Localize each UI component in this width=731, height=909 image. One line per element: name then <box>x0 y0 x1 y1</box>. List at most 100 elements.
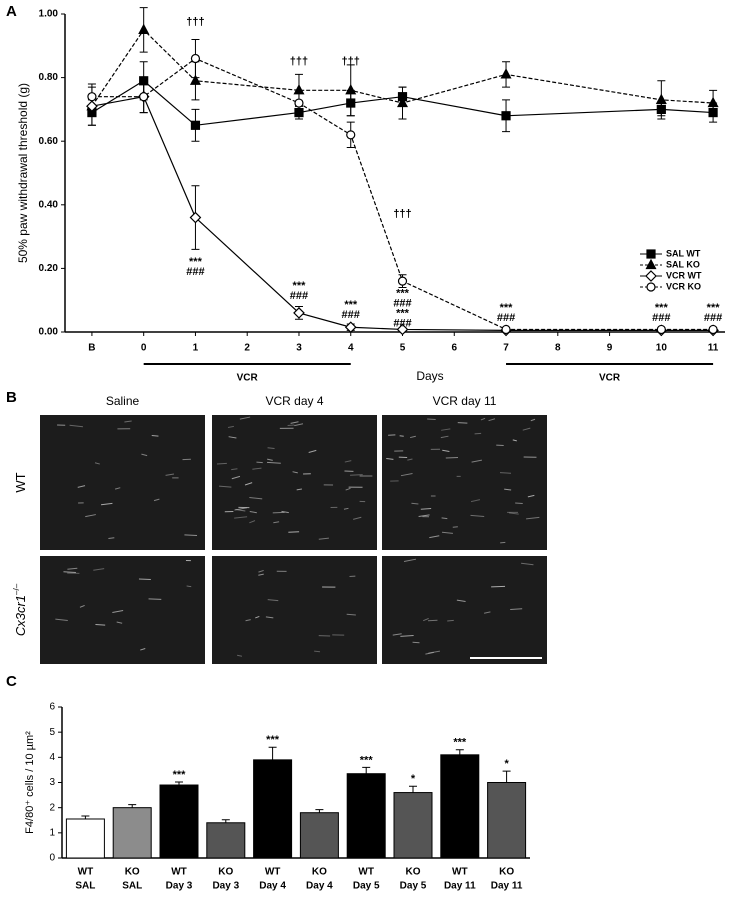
y-tick-label: 0.40 <box>39 199 59 210</box>
marker <box>502 69 511 78</box>
annotation: ### <box>186 266 204 278</box>
x-tick-label: 3 <box>296 343 302 354</box>
panel-letter: C <box>6 673 17 690</box>
legend-label: SAL KO <box>666 259 700 269</box>
cell-streak <box>314 651 320 652</box>
x-tick-label: 5 <box>400 343 406 354</box>
marker <box>657 325 665 333</box>
row-label-text: Cx3cr1 <box>13 595 28 636</box>
legend-marker <box>646 271 656 281</box>
column-header: Saline <box>106 394 140 408</box>
significance: *** <box>266 734 280 746</box>
y-tick-label: 0.60 <box>39 136 59 147</box>
error-bar <box>456 750 464 755</box>
x-tick-label: WT <box>171 867 187 878</box>
bar <box>160 785 198 858</box>
error-bar <box>362 767 370 773</box>
bar <box>347 774 385 858</box>
panel-letter: A <box>6 3 17 20</box>
x-tick-label: 0 <box>141 343 147 354</box>
x-tick-label: Day 3 <box>166 881 193 892</box>
cell-streak <box>149 599 162 600</box>
y-tick-label: 4 <box>49 752 55 763</box>
bar <box>254 760 292 858</box>
micrograph <box>212 415 377 550</box>
bar <box>113 808 151 858</box>
x-tick-label: KO <box>406 867 421 878</box>
marker <box>502 325 510 333</box>
marker <box>346 85 355 94</box>
x-tick-label: WT <box>78 867 94 878</box>
x-tick-label: SAL <box>122 881 142 892</box>
x-tick-label: Day 5 <box>353 881 380 892</box>
y-tick-label: 3 <box>49 777 55 788</box>
bar <box>207 823 245 858</box>
micrograph <box>40 415 205 550</box>
y-tick-label: 0.20 <box>39 263 59 274</box>
cell-streak <box>475 433 482 434</box>
legend-marker <box>647 283 655 291</box>
x-tick-label: Day 4 <box>306 881 333 892</box>
cell-streak <box>347 614 356 615</box>
marker <box>657 105 665 113</box>
y-tick-label: 0.80 <box>39 72 59 83</box>
cell-streak <box>500 473 511 474</box>
annotation: ††† <box>342 56 360 68</box>
annotation: ### <box>393 318 411 330</box>
y-tick-label: 5 <box>49 727 55 738</box>
x-axis-label: Days <box>416 369 443 383</box>
micrograph <box>382 415 547 550</box>
row-label: Cx3cr1–/– <box>12 583 28 636</box>
y-axis-label: F4/80⁺ cells / 10 µm² <box>24 731 36 834</box>
y-tick-label: 1.00 <box>39 9 59 20</box>
bar <box>66 819 104 858</box>
cell-streak <box>447 620 454 621</box>
cell-streak <box>95 624 105 625</box>
x-tick-label: WT <box>452 867 468 878</box>
x-tick-label: B <box>88 343 95 354</box>
y-axis-label: 50% paw withdrawal threshold (g) <box>16 83 30 263</box>
marker <box>399 277 407 285</box>
significance: * <box>504 758 509 770</box>
x-tick-label: 10 <box>656 343 668 354</box>
x-tick-label: 4 <box>348 343 354 354</box>
marker <box>709 109 717 117</box>
row-label-text: WT <box>13 472 28 492</box>
bar <box>394 793 432 858</box>
annotation: ### <box>704 312 722 324</box>
marker <box>295 109 303 117</box>
x-tick-label: KO <box>218 867 233 878</box>
x-tick-label: KO <box>125 867 140 878</box>
annotation: ††† <box>186 16 204 28</box>
cell-streak <box>515 503 523 504</box>
marker <box>139 25 148 34</box>
legend-marker <box>647 250 655 258</box>
bar <box>441 755 479 858</box>
x-tick-label: Day 3 <box>212 881 239 892</box>
cell-streak <box>152 435 159 436</box>
x-tick-label: Day 4 <box>259 881 286 892</box>
bar <box>300 813 338 858</box>
marker <box>347 131 355 139</box>
annotation: ### <box>342 309 360 321</box>
x-tick-label: 1 <box>193 343 199 354</box>
marker <box>502 112 510 120</box>
legend-label: SAL WT <box>666 248 701 258</box>
significance: *** <box>453 737 467 749</box>
y-tick-label: 0.00 <box>39 327 59 338</box>
error-bar <box>269 747 277 760</box>
marker <box>347 99 355 107</box>
x-tick-label: Day 5 <box>400 881 427 892</box>
x-tick-label: 8 <box>555 343 561 354</box>
column-header: VCR day 4 <box>265 394 323 408</box>
row-label-sup: –/– <box>12 583 21 595</box>
marker <box>709 325 717 333</box>
marker <box>191 55 199 63</box>
y-tick-label: 0 <box>49 853 55 864</box>
x-tick-label: 9 <box>607 343 613 354</box>
error-bar <box>409 786 417 792</box>
annotation: ### <box>497 312 515 324</box>
annotation: ### <box>652 312 670 324</box>
cell-streak <box>446 457 458 458</box>
bar <box>488 783 526 859</box>
